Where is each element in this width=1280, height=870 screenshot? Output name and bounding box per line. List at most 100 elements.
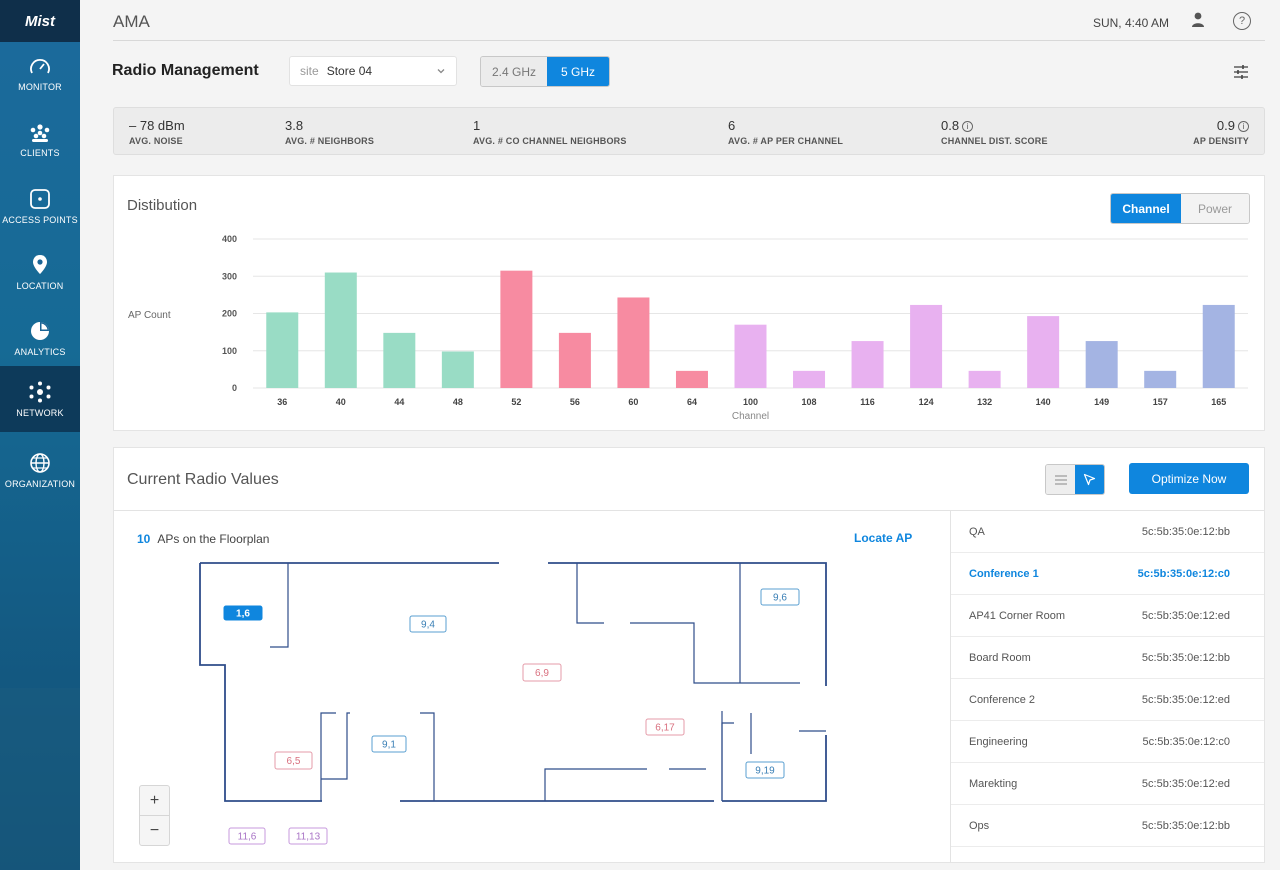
info-icon[interactable]: i (962, 121, 974, 132)
locate-ap-link[interactable]: Locate AP (854, 531, 913, 545)
ap-count-label: APs on the Floorplan (157, 532, 270, 546)
bar[interactable] (558, 332, 591, 388)
bar[interactable] (793, 370, 826, 388)
top-header: AMA SUN, 4:40 AM ? (113, 0, 1265, 41)
nav-organization[interactable]: ORGANIZATION (0, 438, 80, 502)
stat-label: CHANNEL DIST. SCORE (941, 136, 1048, 146)
bar[interactable] (266, 312, 299, 388)
zoom-out-button[interactable]: − (139, 815, 170, 846)
map-view-button[interactable] (1075, 465, 1104, 494)
list-view-button[interactable] (1046, 465, 1075, 494)
optimize-now-button[interactable]: Optimize Now (1129, 463, 1249, 494)
ap-marker[interactable]: 11,13 (288, 827, 328, 845)
help-glyph: ? (1238, 15, 1246, 27)
floorplan[interactable]: 1,6 9,4 6,9 9,6 6,17 9,1 6,5 9,19 11,6 11,13 (114, 448, 950, 862)
bar[interactable] (383, 332, 416, 388)
nav-network[interactable]: NETWORK (0, 366, 80, 432)
ap-marker[interactable]: 9,4 (409, 615, 447, 633)
nav-label: ANALYTICS (14, 346, 66, 357)
channel-button[interactable]: Channel (1111, 194, 1181, 223)
floorplan-walls (199, 562, 827, 802)
bar[interactable] (1027, 316, 1060, 388)
ap-marker-box (409, 615, 447, 633)
y-tick-label: 400 (222, 234, 237, 244)
ap-mac: 5c:5b:35:0e:12:bb (1141, 652, 1230, 664)
ap-marker-label: 9,6 (773, 593, 787, 604)
stat-avg-noise: – 78 dBm AVG. NOISE (129, 118, 185, 146)
ap-list-row[interactable]: Ops 5c:5b:35:0e:12:bb (951, 805, 1264, 847)
ap-marker[interactable]: 9,1 (371, 735, 407, 753)
zoom-in-button[interactable]: + (139, 785, 170, 816)
nav-label: LOCATION (16, 280, 64, 291)
bar[interactable] (1202, 304, 1235, 388)
x-tick-label: 64 (687, 397, 697, 407)
site-selector[interactable]: site Store 04 (289, 56, 457, 86)
bar[interactable] (324, 272, 357, 388)
nav-access-points[interactable]: ACCESS POINTS (0, 174, 80, 238)
bar[interactable] (910, 304, 943, 388)
stat-value: 1 (473, 118, 481, 133)
ap-marker[interactable]: 9,6 (760, 588, 800, 606)
ap-marker[interactable]: 11,6 (228, 827, 266, 845)
ap-mac: 5c:5b:35:0e:12:ed (1141, 778, 1230, 790)
bar[interactable] (968, 370, 1001, 388)
ap-marker-label: 9,19 (755, 766, 775, 777)
radio-values-title: Current Radio Values (127, 471, 279, 488)
mist-logo[interactable]: Mist (0, 0, 80, 42)
ap-list-row[interactable]: Board Room 5c:5b:35:0e:12:bb (951, 637, 1264, 679)
bar[interactable] (1144, 370, 1177, 388)
ap-marker-label: 9,1 (382, 740, 396, 751)
ap-list-row[interactable]: QA 5c:5b:35:0e:12:bb (951, 511, 1264, 553)
x-tick-label: 52 (511, 397, 521, 407)
bar[interactable] (617, 297, 650, 388)
ap-list-row[interactable]: AP41 Corner Room 5c:5b:35:0e:12:ed (951, 595, 1264, 637)
ap-marker[interactable]: 6,9 (522, 663, 562, 682)
nav-label: MONITOR (18, 81, 62, 92)
nav-clients[interactable]: CLIENTS (0, 108, 80, 172)
ap-marker-box (223, 605, 263, 621)
bar[interactable] (851, 341, 884, 388)
ap-marker[interactable]: 9,19 (745, 761, 785, 779)
ap-marker[interactable]: 1,6 (223, 605, 263, 621)
ap-marker[interactable]: 6,17 (645, 718, 685, 736)
nav-monitor[interactable]: MONITOR (0, 42, 80, 106)
user-icon[interactable] (1191, 12, 1205, 28)
ap-list-row[interactable]: Conference 1 5c:5b:35:0e:12:c0 (951, 553, 1264, 595)
band-2-4-ghz-button[interactable]: 2.4 GHz (481, 57, 547, 86)
x-tick-label: 56 (570, 397, 580, 407)
ap-marker[interactable]: 6,5 (274, 751, 313, 770)
bar[interactable] (1085, 341, 1118, 388)
x-tick-label: 149 (1094, 397, 1109, 407)
ap-marker-box (745, 761, 785, 779)
bar[interactable] (675, 370, 708, 388)
ap-name: QA (969, 526, 985, 538)
power-button[interactable]: Power (1181, 194, 1249, 223)
bar[interactable] (441, 351, 474, 388)
info-icon[interactable]: i (1238, 121, 1249, 132)
band-5-ghz-button[interactable]: 5 GHz (547, 57, 609, 86)
ap-marker-box (645, 718, 685, 736)
nav-analytics[interactable]: ANALYTICS (0, 306, 80, 370)
bar[interactable] (734, 324, 767, 388)
list-icon (1054, 475, 1067, 484)
stat-value: 0.8 (941, 118, 960, 133)
ap-marker-box (228, 827, 266, 845)
ap-list: QA 5c:5b:35:0e:12:bb Conference 1 5c:5b:35:… (950, 511, 1264, 863)
bar[interactable] (500, 270, 533, 388)
sliders-icon[interactable] (1233, 64, 1249, 80)
ap-marker-label: 9,4 (421, 620, 435, 631)
ap-marker-box (760, 588, 800, 606)
stats-bar: – 78 dBm AVG. NOISE 3.8 AVG. # NEIGHBORS… (113, 107, 1265, 155)
nav-location[interactable]: LOCATION (0, 240, 80, 304)
ap-list-row[interactable]: Conference 2 5c:5b:35:0e:12:ed (951, 679, 1264, 721)
help-icon[interactable]: ? (1233, 12, 1251, 30)
ap-list-row[interactable]: Marekting 5c:5b:35:0e:12:ed (951, 763, 1264, 805)
view-toggle (1045, 464, 1105, 495)
site-prefix: site (300, 64, 319, 78)
sidebar-footer (0, 688, 80, 870)
ap-name: AP41 Corner Room (969, 610, 1065, 622)
ap-list-row[interactable]: Engineering 5c:5b:35:0e:12:c0 (951, 721, 1264, 763)
ap-marker-label: 6,17 (655, 723, 675, 734)
y-tick-label: 100 (222, 346, 237, 356)
ap-marker-box (288, 827, 328, 845)
